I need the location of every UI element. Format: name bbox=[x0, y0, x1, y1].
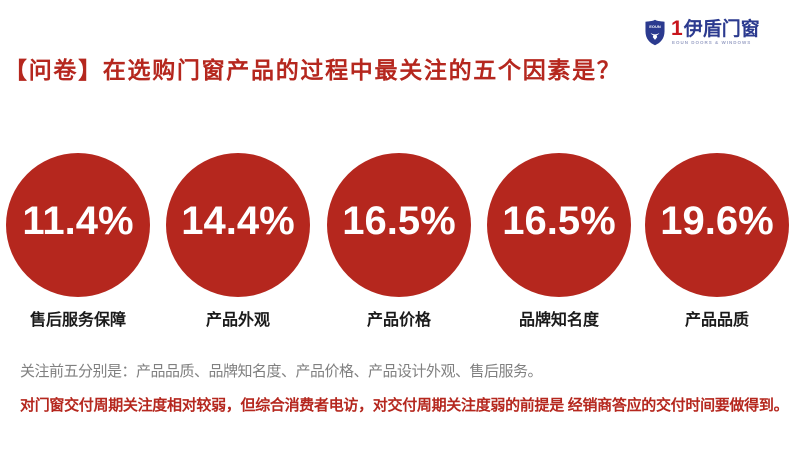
svg-text:EOUN: EOUN bbox=[649, 24, 661, 29]
